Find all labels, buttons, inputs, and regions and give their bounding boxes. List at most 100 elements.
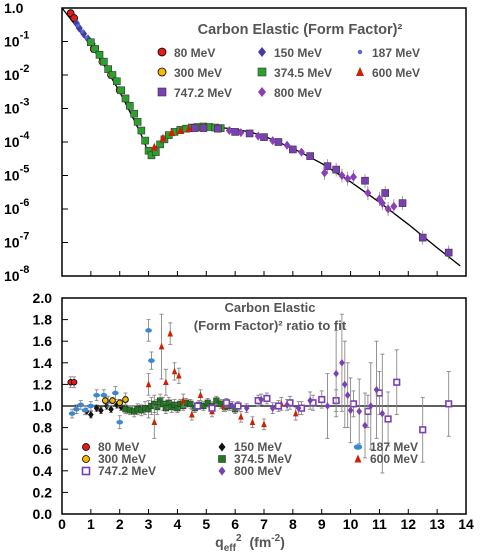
ratio-point-747-2-mev [419,426,427,434]
ratio-point-600-mev [238,413,244,420]
y-tick-label: 10-2 [4,63,29,83]
x-tick-label: 10 [343,516,359,532]
top-x-axis-ticks [61,271,467,276]
point-747-2-mev [231,128,239,136]
y-tick-label: 1.2 [33,376,53,392]
y-tick-label: 10-1 [4,30,29,50]
point-747-2-mev [260,133,268,141]
ratio-point-747-2-mev [393,378,401,386]
ratio-point-187-mev [145,328,152,333]
ratio-point-600-mev [180,396,186,404]
ratio-point-747-2-mev [349,400,358,408]
x-tick-label: 7 [260,516,268,532]
point-600-mev [159,133,167,142]
bottom-chart-title-line2: (Form Factor)² ratio to fit [194,318,347,333]
point-747-2-mev [245,129,254,138]
y-tick-label: 10-4 [4,130,30,150]
ratio-point-187-mev [148,358,155,363]
y-tick-label: 1.6 [33,333,53,349]
ratio-point-600-mev [158,342,165,350]
x-axis-unit: (fm [250,534,272,550]
point-747-2-mev [214,124,222,133]
point-374-5-mev [117,86,125,95]
y-tick-label: 0.6 [33,441,53,457]
ratio-point-747-2-mev [318,395,326,404]
ratio-point-150-mev [114,401,120,409]
legend-marker-300-mev [157,67,167,77]
ratio-point-747-2-mev [445,400,453,408]
point-800-mev [283,140,291,150]
ratio-point-600-mev [176,371,182,379]
ratio-point-800-mev [243,404,250,412]
legend-label-187-mev: 187 MeV [372,46,420,60]
x-tick-label: 1 [87,516,95,532]
point-747-2-mev [199,124,208,132]
ratio-point-300-mev [122,396,129,403]
point-374-5-mev [100,57,108,66]
point-374-5-mev [104,65,112,73]
ratio-legend-label-600-mev: 600 MeV [370,452,418,466]
point-800-mev [378,198,386,208]
point-800-mev [225,126,233,136]
legend-label-747-2-mev: 747.2 MeV [174,86,232,100]
ratio-point-800-mev [367,402,374,410]
point-800-mev [269,136,277,146]
top-legend: 80 MeV 150 MeV 187 MeV 300 MeV 374.5 MeV 600 … [157,46,420,100]
x-axis-title-main: q [215,534,224,550]
point-600-mev [150,142,158,151]
ratio-legend-label-300-mev: 300 MeV [98,452,146,466]
top-data-points [66,9,453,260]
y-tick-exponent: -6 [20,197,30,209]
x-tick-label: 14 [458,516,474,532]
legend-marker-600-mev [356,67,364,76]
ratio-point-800-mev [339,359,345,367]
y-tick-exponent: -1 [20,30,30,42]
ratio-point-187-mev [87,403,95,409]
y-tick-exponent: -5 [20,164,30,176]
y-tick-exponent: -3 [20,97,30,109]
ratio-legend-label-800-mev: 800 MeV [234,464,282,478]
point-374-5-mev [126,102,134,110]
top-y-axis: 1.010-110-210-310-410-510-610-710-8 [4,0,68,284]
point-374-5-mev [87,38,95,47]
point-747-2-mev [418,233,427,242]
legend-label-600-mev: 600 MeV [372,66,420,80]
y-tick-mantissa: 1.0 [4,0,24,16]
point-374-5-mev [95,51,104,59]
point-374-5-mev [133,118,142,126]
point-800-mev [384,204,392,214]
ratio-point-374-5-mev [213,397,220,404]
point-187-mev [80,29,85,34]
ratio-point-300-mev [109,397,116,404]
point-800-mev [254,131,262,141]
legend-marker-747-2-mev [157,87,167,97]
y-tick-label: 0.0 [33,506,53,522]
legend-marker-150-mev [258,47,266,57]
y-tick-mantissa: 10 [4,101,20,117]
ratio-point-187-mev [116,419,124,425]
y-tick-label: 2.0 [33,290,53,306]
x-axis-unit-close: ) [280,534,285,550]
ratio-point-800-mev [342,380,348,389]
y-tick-mantissa: 10 [4,201,20,217]
ratio-point-800-mev [347,406,354,415]
point-374-5-mev [113,77,121,86]
ratio-legend-label-747-2-mev: 747.2 MeV [98,464,156,478]
ratio-point-800-mev [373,386,380,394]
point-747-2-mev [444,248,453,257]
y-tick-exponent: -8 [20,264,30,276]
ratio-point-600-mev [197,391,204,398]
x-tick-label: 9 [318,516,326,532]
ratio-point-800-mev [284,401,290,409]
legend-marker-80-mev [157,47,167,57]
ratio-point-150-mev [88,410,94,419]
y-tick-mantissa: 10 [4,34,20,50]
ratio-point-747-2-mev [194,402,202,410]
x-tick-label: 0 [58,516,66,532]
ratio-point-600-mev [163,378,169,386]
ratio-point-800-mev [362,421,368,430]
bottom-x-axis: 0 1 2 3 4 5 6 7 8 9 10 11 12 13 14 [58,509,474,532]
y-tick-label: 0.2 [33,484,53,500]
y-tick-label: 1.0 [33,398,53,414]
